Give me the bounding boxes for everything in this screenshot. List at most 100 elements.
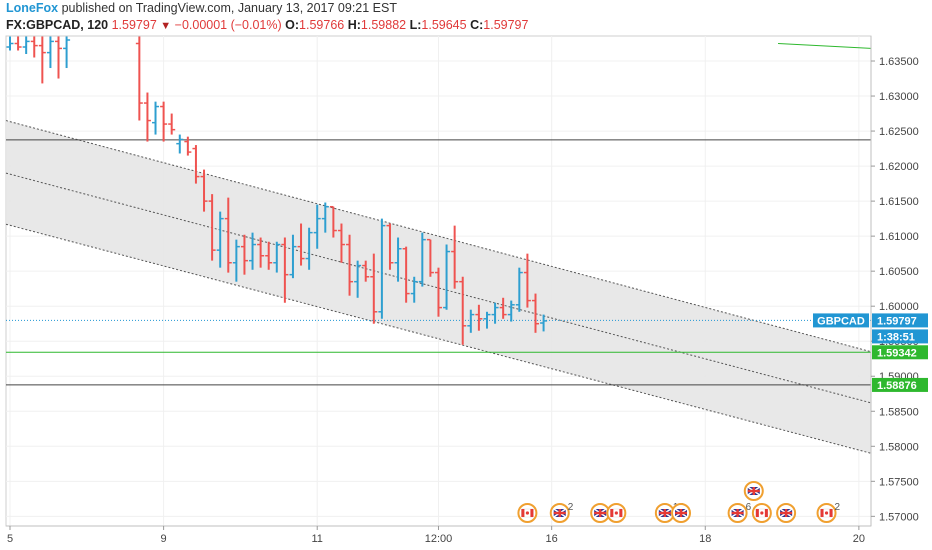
flag-bar-left [755,509,759,517]
time-axis[interactable]: 5 9 11 12:00 16 18 20 [6,525,871,545]
ohlc-bar [451,225,459,289]
canada-flag-icon[interactable] [751,503,772,523]
ohlc-bar [370,253,378,324]
ohlc-bar [394,237,402,282]
flag-bar-left [820,509,824,517]
author-link[interactable]: LoneFox [6,1,59,15]
channel-upper-line[interactable] [5,120,872,353]
price-tick-label: 1.57000 [879,511,919,523]
uk-flag-icon[interactable] [776,503,797,523]
flag-bar-right [764,509,768,517]
flag-cross-v [558,509,561,517]
channel-lower-line[interactable] [5,223,872,454]
countdown-tag-bg [872,329,928,344]
ohlc-bar [346,234,354,296]
flag-bar-left [521,509,525,517]
horizontal-levels[interactable] [6,43,872,386]
price-tick-label: 1.62000 [879,161,919,173]
price-tick-label: 1.60500 [879,266,919,278]
ohlc-bar [63,36,71,69]
flag-cross-v [736,509,739,517]
price-tick-label: 1.62500 [879,126,919,138]
price-tick-label: 1.60000 [879,301,919,313]
flag-leaf [614,511,618,515]
flag-cross-v [663,509,667,517]
canada-flag-icon[interactable] [606,503,627,523]
ohlc-bar [418,232,426,287]
ohlc-bar [135,36,143,121]
ohlc-bar [297,223,305,266]
flag-cross-v [752,487,755,495]
trend-line-top[interactable] [778,43,872,49]
ohlc-bar [402,246,410,303]
last-price-tag-label: 1.59797 [877,315,917,327]
ohlc-bar [540,314,548,332]
ohlc-bar [443,244,451,310]
economic-events[interactable]: 21462 [517,481,841,523]
time-tick-label: 12:00 [425,533,453,545]
uk-flag-icon[interactable] [590,503,611,523]
uk-flag-icon[interactable] [743,481,764,501]
channel-middle-line[interactable] [5,172,872,404]
ohlc-bar [434,267,442,317]
symbol-label[interactable]: FX:GBPCAD, 120 [6,18,109,32]
time-tick-label: 5 [7,533,13,545]
ohlc-bar [499,297,507,319]
ohlc-bar [249,232,257,270]
level-tag-label: 1.58876 [877,380,917,392]
high-label: H: [347,18,361,32]
ohlc-bar [160,101,168,142]
canada-flag-icon[interactable]: 2 [816,502,841,523]
low-value: 1.59645 [421,18,467,32]
ohlc-bar [329,205,337,238]
flag-bar-right [829,509,833,517]
ohlc-bar [240,234,248,275]
ohlc-bar [168,113,176,135]
ohlc-bar [257,237,265,268]
price-labels: 1.59797 GBPCAD 1:38:51 1.59342 1.58876 [813,313,928,392]
uk-flag-icon[interactable]: 2 [549,502,574,523]
event-count: 2 [568,502,574,513]
ohlc-bar [507,300,515,322]
ohlc-bar [386,223,394,270]
flag-leaf [760,511,764,515]
flag-cross-v [679,509,683,517]
price-tick-label: 1.63500 [879,56,919,68]
ohlc-bar [22,36,30,55]
time-tick-label: 11 [312,533,323,545]
ohlc-bar [14,36,22,51]
ohlc-bar [378,218,386,319]
open-label: O: [285,18,300,32]
uk-flag-icon[interactable] [671,503,692,523]
ohlc-bar [410,276,418,303]
price-tick-label: 1.61000 [879,231,919,243]
ohlc-bar [265,241,273,270]
countdown-tag-label: 1:38:51 [877,331,915,343]
high-value: 1.59882 [360,18,407,32]
time-tick-label: 20 [853,533,865,545]
ohlc-bar [224,197,232,273]
ohlc-bar [515,267,523,312]
level-tag-label: 1.59342 [877,347,917,359]
flag-cross-v [598,509,602,517]
canada-flag-icon[interactable] [517,503,538,523]
price-tick-label: 1.58000 [879,441,919,453]
ohlc-bar [313,204,321,249]
ohlc-bar [38,36,46,84]
flag-leaf [525,511,530,515]
last-price-tag-bg [872,313,928,328]
uk-flag-icon[interactable]: 6 [727,502,752,523]
ohlc-bar [6,36,14,51]
ohlc-bar [483,311,491,329]
level-tag-bg [872,345,928,360]
ohlc-bar [305,227,313,270]
event-count: 2 [835,502,841,513]
time-tick-label: 9 [161,533,167,545]
close-label: C: [470,18,484,32]
flag-bar-right [530,509,534,517]
ohlc-bar [273,241,281,273]
ohlc-bar [232,239,240,282]
event-count: 6 [746,502,752,513]
ohlc-bar [281,237,289,303]
